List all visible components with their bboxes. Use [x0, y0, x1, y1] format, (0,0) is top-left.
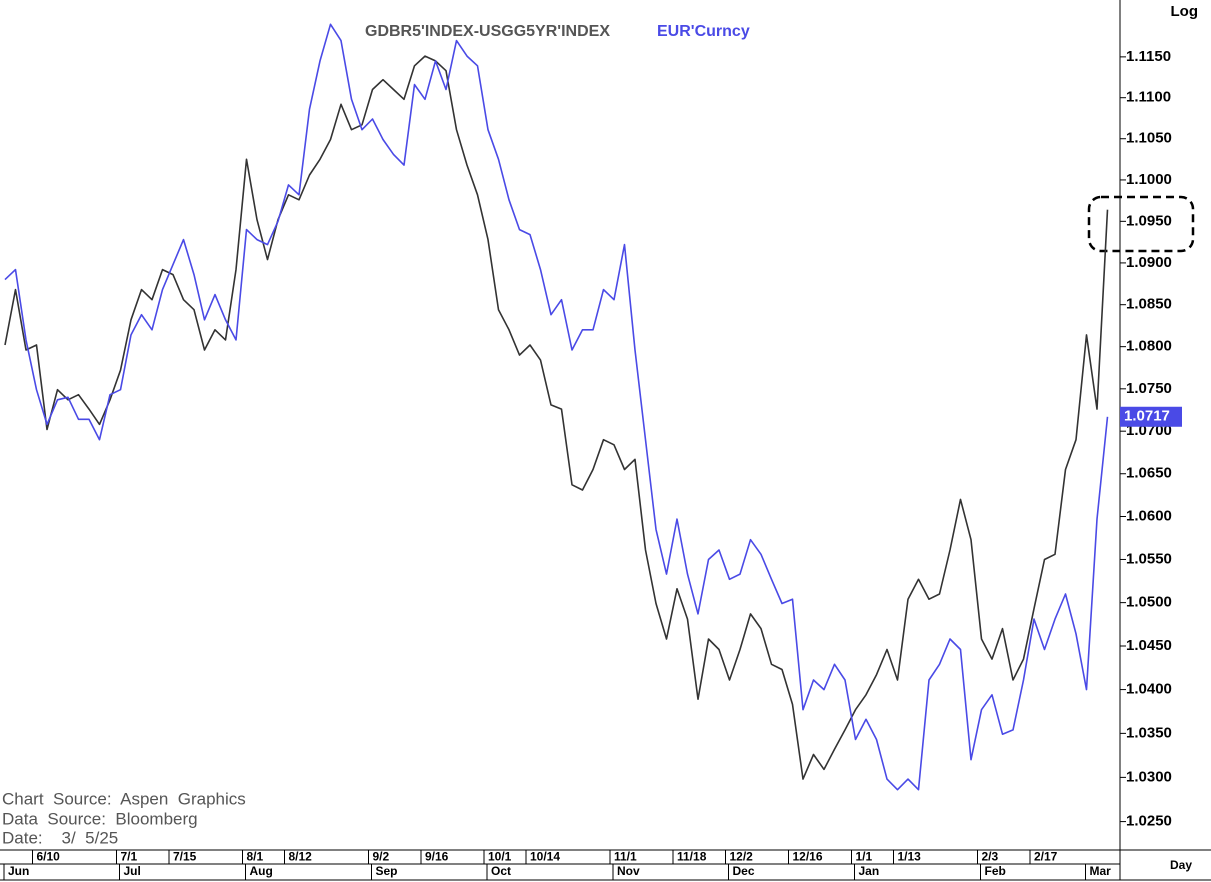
y-tick-label: 1.1100 [1126, 89, 1171, 106]
x-tick-label: 9/16 [425, 850, 449, 864]
source-line: Data Source: Bloomberg [2, 809, 198, 828]
source-line: Chart Source: Aspen Graphics [2, 789, 246, 808]
legend-entry: EUR'Curncy [657, 23, 750, 40]
legend-entry: GDBR5'INDEX-USGG5YR'INDEX [365, 23, 610, 40]
y-tick-label: 1.0550 [1126, 550, 1172, 567]
y-tick-label: 1.0750 [1126, 380, 1172, 397]
series-line [4, 55, 1109, 780]
x-tick-label: 8/1 [247, 850, 264, 864]
scale-label: Log [1171, 3, 1199, 20]
y-tick-label: 1.1000 [1126, 171, 1172, 188]
y-tick-label: 1.0850 [1126, 296, 1172, 313]
y-tick-label: 1.0300 [1126, 768, 1172, 785]
x-tick-label: 7/15 [173, 850, 197, 864]
y-tick-label: 1.1050 [1126, 130, 1172, 147]
x-tick-label: 8/12 [289, 850, 313, 864]
y-tick-label: 1.0450 [1126, 637, 1172, 654]
last-value-box [1120, 406, 1182, 427]
month-label: Mar [1090, 864, 1112, 878]
x-tick-label: 12/2 [730, 850, 754, 864]
y-tick-label: 1.0500 [1126, 594, 1172, 611]
y-tick-label: 1.0350 [1126, 724, 1172, 741]
y-tick-label: 1.1150 [1126, 48, 1171, 65]
x-tick-label: 11/18 [677, 850, 707, 864]
x-tick-label: 1/1 [856, 850, 873, 864]
source-line: Date: 3/ 5/25 [2, 828, 118, 847]
period-label: Day [1170, 858, 1192, 872]
y-tick-label: 1.0250 [1126, 813, 1172, 830]
y-tick-label: 1.0400 [1126, 681, 1172, 698]
x-tick-label: 11/1 [614, 850, 637, 864]
month-label: Sep [376, 864, 398, 878]
month-label: Dec [733, 864, 755, 878]
month-label: Feb [985, 864, 1006, 878]
y-tick-label: 1.0950 [1126, 212, 1172, 229]
highlight-box [1087, 195, 1195, 253]
month-label: Jan [859, 864, 880, 878]
x-tick-label: 12/16 [793, 850, 823, 864]
month-label: Jul [124, 864, 141, 878]
y-tick-label: 1.0900 [1126, 254, 1172, 271]
y-tick-label: 1.0800 [1126, 338, 1172, 355]
x-tick-label: 1/13 [898, 850, 922, 864]
month-label: Jun [8, 864, 29, 878]
last-value-label: 1.0717 [1124, 408, 1170, 425]
x-tick-label: 9/2 [373, 850, 390, 864]
month-label: Nov [617, 864, 640, 878]
x-tick-label: 6/10 [37, 850, 61, 864]
month-label: Oct [491, 864, 511, 878]
x-tick-label: 2/17 [1034, 850, 1058, 864]
series-line [4, 23, 1109, 791]
x-tick-label: 10/14 [530, 850, 560, 864]
month-label: Aug [250, 864, 273, 878]
x-tick-label: 10/1 [488, 850, 512, 864]
y-tick-label: 1.0600 [1126, 507, 1172, 524]
y-tick-label: 1.0650 [1126, 465, 1172, 482]
x-tick-label: 7/1 [121, 850, 138, 864]
x-tick-label: 2/3 [982, 850, 999, 864]
